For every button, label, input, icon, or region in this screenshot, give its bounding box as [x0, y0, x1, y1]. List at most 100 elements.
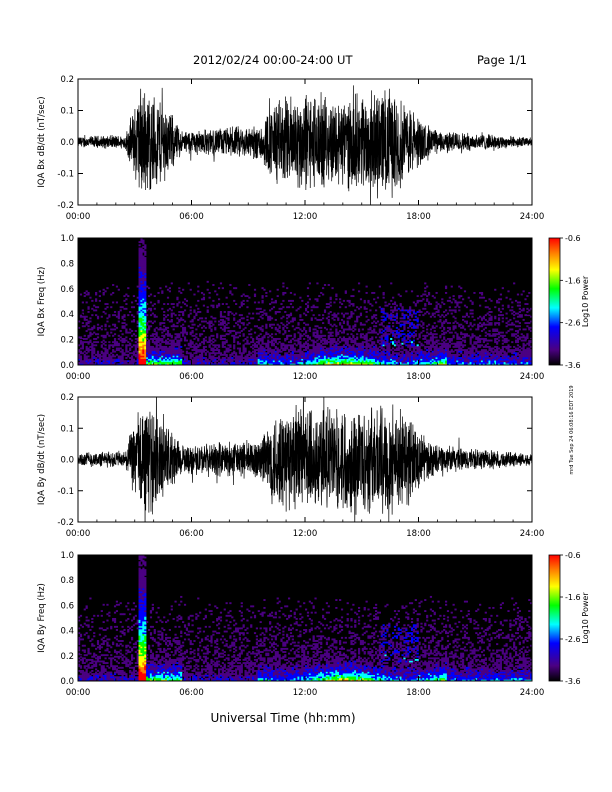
spectrogram-cell — [231, 293, 234, 296]
spectrogram-cell — [458, 344, 461, 347]
spectrogram-cell — [395, 326, 398, 329]
spectrogram-cell — [308, 282, 311, 285]
spectrogram-cell — [176, 298, 179, 301]
spectrogram-cell — [168, 357, 171, 359]
spectrogram-cell — [134, 355, 137, 358]
spectrogram-cell — [193, 352, 196, 355]
spectrogram-cell — [144, 326, 147, 329]
spectrogram-cell — [427, 353, 431, 356]
spectrogram-cell — [460, 333, 463, 336]
spectrogram-cell — [284, 344, 287, 347]
spectrogram-cell — [528, 339, 531, 342]
spectrogram-cell — [138, 363, 141, 366]
spectrogram-cell — [513, 333, 516, 336]
spectrogram-cell — [390, 331, 393, 334]
spectrogram-cell — [350, 361, 353, 364]
spectrogram-cell — [104, 347, 107, 350]
spectrogram-cell — [163, 328, 166, 331]
spectrogram-cell — [471, 325, 474, 328]
spectrogram-cell — [395, 347, 398, 350]
spectrogram-cell — [106, 358, 109, 361]
spectrogram-cell — [475, 347, 478, 350]
spectrogram-cell — [331, 347, 334, 350]
spectrogram-cell — [469, 363, 472, 366]
spectrogram-cell — [454, 344, 457, 347]
spectrogram-cell — [359, 355, 363, 358]
bx-spectrogram-colorbar — [548, 237, 561, 366]
spectrogram-cell — [108, 315, 111, 318]
spectrogram-cell — [272, 306, 276, 309]
spectrogram-cell — [267, 315, 270, 318]
spectrogram-cell — [314, 363, 317, 366]
spectrogram-cell — [297, 353, 300, 356]
spectrogram-cell — [280, 317, 283, 320]
spectrogram-cell — [522, 347, 525, 350]
spectrogram-cell — [494, 288, 497, 291]
spectrogram-cell — [509, 323, 512, 326]
spectrogram-cell — [480, 360, 484, 363]
spectrogram-cell — [369, 303, 372, 305]
spectrogram-cell — [371, 341, 374, 344]
spectrogram-cell — [253, 355, 257, 358]
spectrogram-cell — [280, 361, 283, 364]
spectrogram-cell — [250, 333, 253, 336]
spectrogram-cell — [193, 311, 196, 313]
spectrogram-cell — [231, 358, 234, 361]
spectrogram-cell — [147, 363, 151, 366]
spectrogram-cell — [454, 325, 457, 328]
spectrogram-cell — [331, 345, 334, 348]
spectrogram-cell — [142, 280, 145, 283]
spectrogram-cell — [373, 347, 376, 350]
spectrogram-cell — [182, 288, 185, 291]
spectrogram-cell — [388, 342, 391, 345]
spectrogram-cell — [257, 358, 260, 361]
spectrogram-cell — [373, 331, 376, 334]
spectrogram-cell — [382, 291, 385, 294]
spectrogram-cell — [121, 317, 124, 320]
spectrogram-cell — [392, 333, 395, 336]
spectrogram-cell — [435, 352, 438, 355]
spectrogram-cell — [310, 353, 313, 356]
spectrogram-cell — [473, 361, 476, 364]
spectrogram-cell — [121, 363, 124, 366]
spectrogram-cell — [295, 360, 298, 363]
spectrogram-cell — [390, 358, 393, 361]
spectrogram-cell — [78, 350, 81, 353]
spectrogram-cell — [514, 352, 518, 355]
spectrogram-cell — [287, 334, 291, 337]
spectrogram-cell — [284, 347, 287, 350]
spectrogram-cell — [81, 342, 84, 345]
spectrogram-cell — [91, 345, 94, 348]
spectrogram-cell — [354, 358, 357, 361]
spectrogram-cell — [380, 309, 383, 312]
spectrogram-cell — [235, 353, 238, 356]
spectrogram-cell — [138, 264, 141, 267]
spectrogram-cell — [337, 352, 340, 355]
spectrogram-cell — [390, 355, 393, 358]
spectrogram-cell — [439, 318, 442, 321]
spectrogram-cell — [85, 290, 88, 293]
spectrogram-cell — [144, 277, 147, 280]
spectrogram-cell — [342, 355, 346, 358]
spectrogram-cell — [244, 295, 247, 298]
spectrogram-cell — [193, 363, 196, 366]
spectrogram-cell — [346, 347, 349, 350]
spectrogram-cell — [138, 345, 141, 348]
spectrogram-cell — [142, 288, 145, 291]
spectrogram-cell — [183, 339, 187, 342]
spectrogram-cell — [329, 339, 332, 342]
spectrogram-cell — [484, 357, 487, 359]
spectrogram-cell — [121, 339, 124, 342]
spectrogram-cell — [346, 338, 349, 340]
spectrogram-cell — [382, 333, 385, 336]
spectrogram-cell — [274, 345, 277, 348]
spectrogram-cell — [112, 360, 115, 363]
spectrogram-cell — [250, 341, 253, 344]
spectrogram-cell — [210, 347, 213, 350]
spectrogram-cell — [520, 333, 523, 336]
spectrogram-cell — [242, 360, 245, 363]
spectrogram-cell — [161, 322, 164, 325]
spectrogram-cell — [265, 358, 268, 361]
spectrogram-cell — [144, 315, 147, 318]
spectrogram-cell — [412, 325, 416, 328]
